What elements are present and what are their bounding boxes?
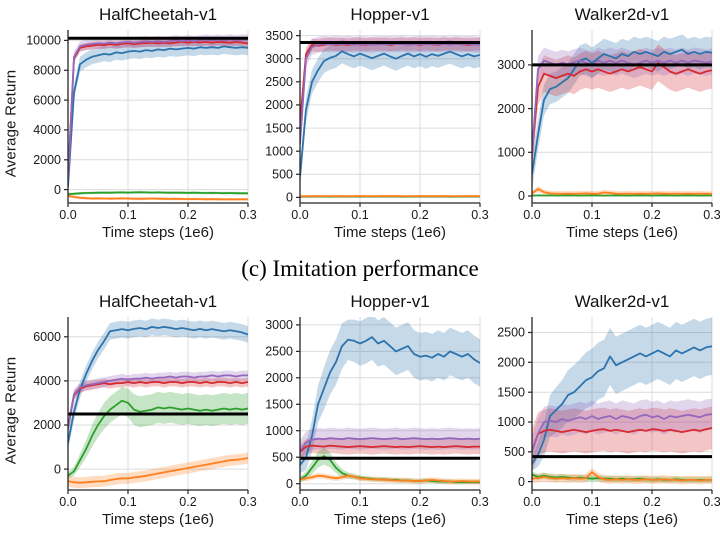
svg-text:3000: 3000 — [265, 52, 293, 66]
svg-text:2500: 2500 — [497, 326, 525, 340]
svg-text:1500: 1500 — [497, 385, 525, 399]
y-axis-label-column-top: Average Return — [0, 4, 22, 243]
svg-text:0.2: 0.2 — [179, 208, 196, 222]
svg-text:2500: 2500 — [265, 345, 293, 359]
svg-text:4000: 4000 — [33, 123, 61, 137]
svg-text:2000: 2000 — [33, 153, 61, 167]
svg-text:0.3: 0.3 — [239, 208, 256, 222]
svg-text:0.2: 0.2 — [643, 208, 660, 222]
svg-text:0.2: 0.2 — [643, 495, 660, 509]
svg-text:0.3: 0.3 — [471, 495, 488, 509]
svg-text:1000: 1000 — [497, 146, 525, 160]
svg-text:0.1: 0.1 — [351, 495, 368, 509]
svg-text:3500: 3500 — [265, 29, 293, 43]
plot-rl-halfcheetah: 0 2000 4000 6000 0.0 0.1 0.2 0.3 — [33, 317, 257, 509]
svg-text:2500: 2500 — [265, 75, 293, 89]
plot-imitation-walker2d: 0 1000 2000 3000 0.0 0.1 0.2 0.3 — [497, 30, 720, 222]
svg-text:1000: 1000 — [265, 424, 293, 438]
svg-text:2000: 2000 — [265, 98, 293, 112]
svg-text:4000: 4000 — [33, 374, 61, 388]
svg-text:0.0: 0.0 — [523, 208, 540, 222]
svg-text:0: 0 — [54, 183, 61, 197]
svg-text:500: 500 — [504, 445, 525, 459]
svg-text:1000: 1000 — [497, 415, 525, 429]
chart-rl-hopper: Hopper-v1 0 500 1000 1500 2000 2500 3000 0.0 0.1… — [254, 291, 489, 530]
svg-text:0.1: 0.1 — [119, 495, 136, 509]
svg-text:0: 0 — [54, 462, 61, 476]
chart-imitation-walker2d: Walker2d-v1 0 1000 2000 3000 0.0 0.1 0.2 0.3 Ti… — [486, 4, 720, 243]
svg-text:0.1: 0.1 — [583, 495, 600, 509]
imitation-row: Average Return HalfCheetah-v1 0 2000 4000 6… — [0, 4, 720, 243]
x-axis-label: Time steps (1e6) — [566, 224, 678, 241]
svg-text:3000: 3000 — [497, 58, 525, 72]
svg-text:0.3: 0.3 — [239, 495, 256, 509]
svg-text:1000: 1000 — [265, 144, 293, 158]
svg-text:1500: 1500 — [265, 398, 293, 412]
svg-text:0.1: 0.1 — [119, 208, 136, 222]
svg-text:6000: 6000 — [33, 93, 61, 107]
plot-rl-walker2d: 0 500 1000 1500 2000 2500 0.0 0.1 0.2 0.3 — [497, 317, 720, 509]
svg-text:0.0: 0.0 — [59, 208, 76, 222]
y-axis-label: Average Return — [2, 69, 20, 178]
plot-imitation-halfcheetah: 0 2000 4000 6000 8000 10000 0.0 0.1 0.2 0.3 — [26, 30, 257, 222]
svg-text:0.0: 0.0 — [523, 495, 540, 509]
chart-title: Hopper-v1 — [350, 5, 430, 24]
chart-title: Walker2d-v1 — [574, 5, 670, 24]
svg-text:0.1: 0.1 — [351, 208, 368, 222]
svg-text:2000: 2000 — [497, 102, 525, 116]
x-axis-label: Time steps (1e6) — [334, 224, 446, 241]
chart-imitation-hopper: Hopper-v1 0 500 1000 1500 2000 2500 3000 3500 0.… — [254, 4, 489, 243]
svg-text:0: 0 — [286, 191, 293, 205]
svg-text:2000: 2000 — [265, 371, 293, 385]
svg-text:8000: 8000 — [33, 64, 61, 78]
svg-text:6000: 6000 — [33, 330, 61, 344]
svg-text:0.2: 0.2 — [411, 495, 428, 509]
x-axis-label: Time steps (1e6) — [102, 224, 214, 241]
svg-text:500: 500 — [272, 168, 293, 182]
x-axis-label: Time steps (1e6) — [334, 511, 446, 528]
chart-title: Walker2d-v1 — [574, 292, 670, 311]
chart-rl-walker2d: Walker2d-v1 0 500 1000 1500 2000 2500 0.0 0.1 0.… — [486, 291, 720, 530]
svg-text:0: 0 — [518, 189, 525, 203]
svg-text:0.3: 0.3 — [703, 208, 720, 222]
x-axis-label: Time steps (1e6) — [102, 511, 214, 528]
chart-rl-halfcheetah: HalfCheetah-v1 0 2000 4000 6000 0.0 0.1 0.2 0.3… — [22, 291, 257, 530]
svg-text:0.2: 0.2 — [411, 208, 428, 222]
svg-text:0.3: 0.3 — [703, 495, 720, 509]
rl-row: Average Return HalfCheetah-v1 0 2000 4000 6… — [0, 291, 720, 530]
svg-text:0: 0 — [286, 477, 293, 491]
svg-text:2000: 2000 — [33, 418, 61, 432]
chart-imitation-halfcheetah: HalfCheetah-v1 0 2000 4000 6000 8000 10000 0.0… — [22, 4, 257, 243]
svg-text:3000: 3000 — [265, 318, 293, 332]
figure-caption: (c) Imitation performance — [241, 256, 479, 281]
plot-rl-hopper: 0 500 1000 1500 2000 2500 3000 0.0 0.1 0.2 0.3 — [265, 317, 489, 509]
svg-text:0.0: 0.0 — [59, 495, 76, 509]
svg-text:0.2: 0.2 — [179, 495, 196, 509]
chart-title: HalfCheetah-v1 — [98, 5, 218, 24]
plot-imitation-hopper: 0 500 1000 1500 2000 2500 3000 3500 0.0 0.1 0.2 0.3 — [265, 29, 489, 222]
svg-text:2000: 2000 — [497, 356, 525, 370]
x-axis-label: Time steps (1e6) — [566, 511, 678, 528]
chart-title: HalfCheetah-v1 — [98, 292, 218, 311]
svg-text:500: 500 — [272, 450, 293, 464]
svg-text:0: 0 — [518, 475, 525, 489]
svg-text:0.1: 0.1 — [583, 208, 600, 222]
svg-text:0.0: 0.0 — [291, 208, 308, 222]
chart-title: Hopper-v1 — [350, 292, 430, 311]
svg-text:0.0: 0.0 — [291, 495, 308, 509]
y-axis-label-column-bottom: Average Return — [0, 291, 22, 530]
svg-text:1500: 1500 — [265, 121, 293, 135]
svg-text:10000: 10000 — [26, 34, 61, 48]
svg-text:0.3: 0.3 — [471, 208, 488, 222]
y-axis-label: Average Return — [2, 356, 20, 465]
